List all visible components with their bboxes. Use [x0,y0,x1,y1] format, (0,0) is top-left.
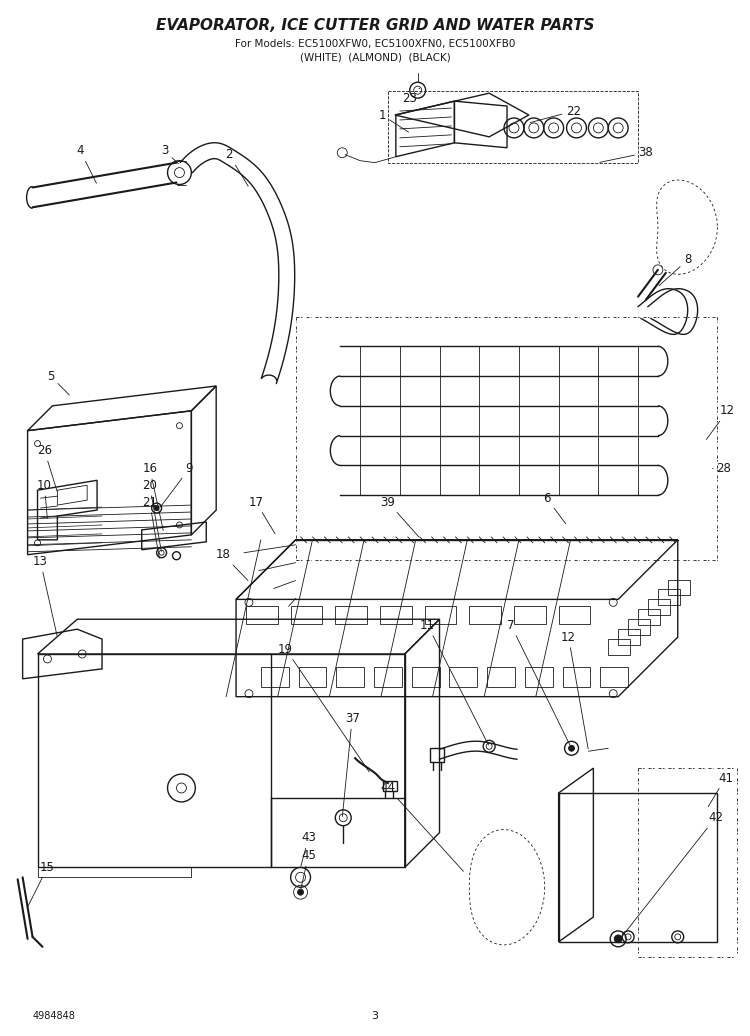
Bar [638,609,660,625]
Text: 21: 21 [142,495,159,558]
Text: 42: 42 [621,811,723,938]
Bar [383,781,397,790]
Bar [261,667,289,687]
Text: 6: 6 [543,492,566,524]
Text: EVAPORATOR, ICE CUTTER GRID AND WATER PARTS: EVAPORATOR, ICE CUTTER GRID AND WATER PA… [156,19,594,33]
Circle shape [568,745,574,751]
Circle shape [298,889,304,895]
Bar [380,606,412,625]
Text: 43: 43 [301,831,316,866]
Bar [618,629,640,645]
Text: 4984848: 4984848 [32,1011,76,1021]
Bar [600,667,628,687]
Text: 44: 44 [380,781,464,871]
Text: 12: 12 [561,631,588,749]
Text: 4: 4 [76,144,97,183]
Text: 26: 26 [37,444,57,491]
Text: 5: 5 [46,370,69,395]
Bar [668,579,690,596]
Text: 38: 38 [600,146,653,163]
Bar [336,667,364,687]
Text: 2: 2 [225,148,248,186]
Text: 20: 20 [142,479,161,551]
Bar [525,667,553,687]
Bar [628,620,650,635]
Text: 17: 17 [248,495,275,534]
Bar [514,606,546,625]
Text: 23: 23 [402,88,420,105]
Bar [449,667,477,687]
Text: 10: 10 [37,479,52,519]
Text: 13: 13 [33,555,57,636]
Circle shape [154,506,159,511]
Text: 39: 39 [380,495,419,537]
Text: For Models: EC5100XFW0, EC5100XFN0, EC5100XFB0: For Models: EC5100XFW0, EC5100XFN0, EC51… [235,38,515,49]
Text: 45: 45 [301,848,316,889]
Text: 19: 19 [278,642,369,772]
Bar [658,589,680,605]
Text: 18: 18 [216,548,248,580]
Text: 3: 3 [161,144,178,164]
Bar [488,667,515,687]
Bar [608,639,630,655]
Text: 28: 28 [712,462,730,474]
Bar [648,600,670,615]
Bar [559,606,590,625]
Bar [246,606,278,625]
Bar [335,606,367,625]
Text: 22: 22 [530,105,581,122]
Bar [298,667,326,687]
Text: 41: 41 [708,772,733,807]
Bar [412,667,440,687]
Circle shape [614,934,622,943]
Text: 8: 8 [659,254,692,286]
Text: 16: 16 [142,462,164,530]
Bar [374,667,402,687]
Text: 1: 1 [378,109,409,133]
Bar [470,606,501,625]
Bar [291,606,322,625]
Text: 37: 37 [343,712,359,816]
Text: 7: 7 [507,618,570,745]
Text: 9: 9 [160,462,194,507]
Text: (WHITE)  (ALMOND)  (BLACK): (WHITE) (ALMOND) (BLACK) [299,53,450,62]
Text: 15: 15 [28,861,55,905]
Text: 12: 12 [706,404,735,439]
Text: 3: 3 [371,1011,379,1021]
Bar [424,606,457,625]
Bar [562,667,590,687]
Text: 11: 11 [420,618,488,745]
Bar [430,748,445,762]
